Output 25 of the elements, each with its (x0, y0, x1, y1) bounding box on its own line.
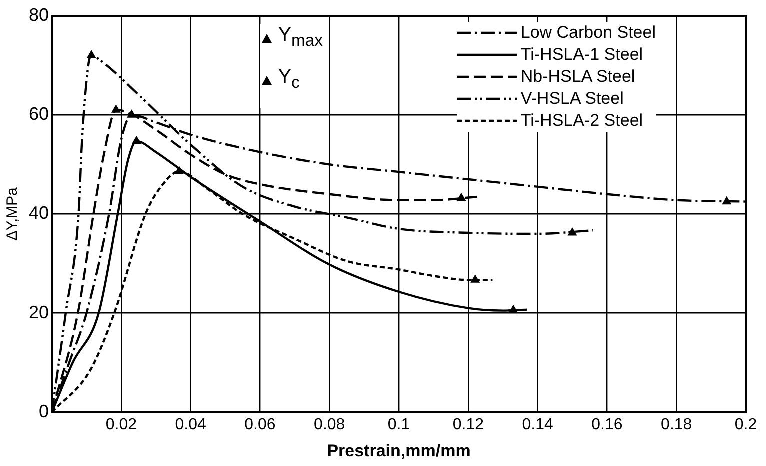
legend-label: Y$_{c}$ (278, 66, 300, 94)
y-axis-title: ΔY,MPa (4, 186, 22, 241)
point (568, 228, 577, 236)
x-tick-label: 0.14 (522, 416, 554, 434)
legend-label: Low Carbon Steel (520, 22, 656, 44)
x-tick-label: 0.1 (388, 416, 410, 434)
legend-label: V-HSLA Steel (520, 88, 624, 110)
x-tick-label: 0.04 (175, 416, 206, 434)
y-tick-label: 40 (28, 203, 50, 224)
x-tick-label: 0.18 (661, 416, 692, 434)
y-tick-label: 20 (28, 302, 50, 322)
x-tick-label: 0.16 (592, 416, 623, 434)
legend-label: Ti-HSLA-1 Steel (520, 44, 644, 66)
y-tick-label: 0 (39, 401, 50, 422)
x-axis-title: Prestrain,mm/mm (327, 441, 471, 460)
legend-label: Ti-HSLA-2 Steel (520, 110, 644, 132)
y-tick-label: 80 (28, 4, 50, 25)
x-tick-label: 0.08 (314, 416, 346, 434)
legend-label: Y$_{max}$ (278, 24, 324, 52)
x-tick-label: 0.02 (106, 416, 138, 434)
x-tick-label: 0.12 (452, 416, 484, 434)
legend-label: Nb-HSLA Steel (520, 66, 636, 88)
x-tick-label: 0.2 (734, 416, 758, 434)
x-tick-label: 0.06 (244, 416, 276, 434)
y-tick-label: 60 (28, 104, 50, 124)
